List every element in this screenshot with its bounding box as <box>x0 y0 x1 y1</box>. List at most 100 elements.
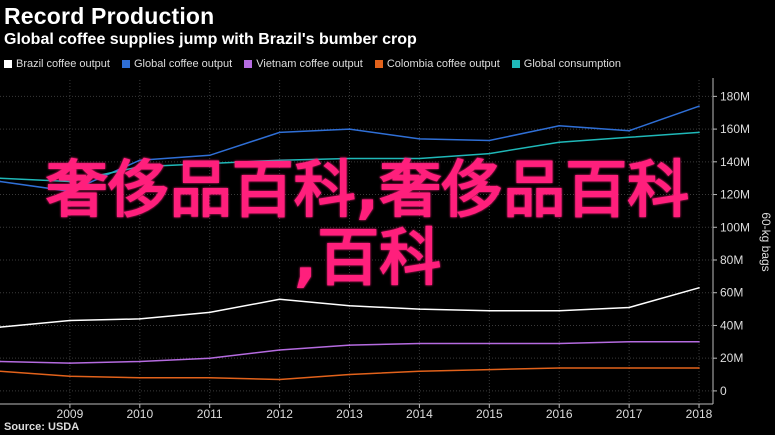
data-point-global-coffee-output <box>558 125 561 127</box>
data-point-global-coffee-output <box>139 159 141 161</box>
data-point-vietnam-coffee-output <box>278 349 281 351</box>
chart-title: Record Production <box>4 3 215 29</box>
data-point-vietnam-coffee-output <box>698 341 700 343</box>
data-point-global-coffee-output <box>418 138 421 140</box>
x-tick-label: 2017 <box>616 407 643 421</box>
data-point-colombia-coffee-output <box>628 367 630 369</box>
chart-subtitle: Global coffee supplies jump with Brazil'… <box>4 31 417 48</box>
x-tick-label: 2016 <box>546 407 573 421</box>
data-point-brazil-coffee-output <box>488 309 491 312</box>
data-point-brazil-coffee-output <box>348 305 351 307</box>
data-point-vietnam-coffee-output <box>348 344 351 346</box>
data-point-brazil-coffee-output <box>208 311 211 314</box>
y-tick-label: 160M <box>720 122 750 136</box>
legend-label-consumption: Global consumption <box>523 58 622 70</box>
legend-swatch-colombia <box>374 60 383 68</box>
data-point-global-coffee-output <box>488 139 491 142</box>
data-point-global-consumption <box>488 152 491 155</box>
x-tick-label: 2012 <box>266 407 293 421</box>
x-tick-label: 2014 <box>406 407 433 421</box>
legend-item-brazil: Brazil coffee output <box>4 58 110 70</box>
data-point-colombia-coffee-output <box>69 375 71 377</box>
legend-swatch-consumption <box>511 60 520 68</box>
data-point-global-consumption <box>698 131 700 134</box>
legend-label-vietnam: Vietnam coffee output <box>256 58 363 70</box>
x-tick-label: 2009 <box>57 407 84 421</box>
data-point-global-consumption <box>208 162 211 165</box>
source-note: Source: USDA <box>4 421 80 433</box>
legend-swatch-global-output <box>121 60 130 68</box>
data-point-global-coffee-output <box>698 105 700 107</box>
data-point-global-consumption <box>278 159 281 161</box>
data-point-global-coffee-output <box>278 131 281 134</box>
data-point-global-consumption <box>558 141 561 143</box>
y-tick-label: 60M <box>720 286 743 300</box>
y-tick-label: 120M <box>720 188 750 202</box>
legend-item-global-output: Global coffee output <box>121 58 233 70</box>
legend: Brazil coffee output Global coffee outpu… <box>4 58 621 70</box>
legend-item-colombia: Colombia coffee output <box>374 58 500 70</box>
series-lines <box>0 105 700 381</box>
legend-swatch-brazil <box>4 60 12 68</box>
legend-label-global-output: Global coffee output <box>133 58 233 70</box>
data-point-global-coffee-output <box>348 128 351 130</box>
y-axis-label: 60-kg bags <box>759 212 773 271</box>
data-point-global-consumption <box>69 180 71 183</box>
tick-labels: 0 20M 40M 60M 80M 100M 120M 140M 160M 180M 2009 201… <box>57 89 773 421</box>
y-tick-label: 20M <box>720 351 743 365</box>
data-point-global-coffee-output <box>0 180 1 183</box>
data-point-vietnam-coffee-output <box>208 357 211 359</box>
data-point-vietnam-coffee-output <box>558 342 561 345</box>
data-point-brazil-coffee-output <box>0 326 1 328</box>
legend-swatch-vietnam <box>244 60 253 68</box>
data-point-brazil-coffee-output <box>698 287 700 289</box>
data-point-vietnam-coffee-output <box>628 341 630 343</box>
data-point-vietnam-coffee-output <box>69 362 71 364</box>
data-point-global-consumption <box>139 165 141 168</box>
data-point-colombia-coffee-output <box>139 377 141 379</box>
data-point-global-coffee-output <box>69 190 71 193</box>
axes <box>0 78 717 408</box>
data-point-brazil-coffee-output <box>278 298 281 301</box>
legend-label-brazil: Brazil coffee output <box>16 58 110 70</box>
legend-item-vietnam: Vietnam coffee output <box>244 58 363 70</box>
data-point-colombia-coffee-output <box>698 367 700 369</box>
data-point-colombia-coffee-output <box>488 368 491 371</box>
y-tick-label: 0 <box>720 384 727 398</box>
x-tick-label: 2015 <box>476 407 503 421</box>
y-tick-label: 180M <box>720 89 750 103</box>
data-point-vietnam-coffee-output <box>488 342 491 345</box>
data-point-brazil-coffee-output <box>558 309 561 312</box>
watermark-overlay-line-1: 奢侈品百科,奢侈品百科 <box>45 153 690 226</box>
data-point-colombia-coffee-output <box>208 377 211 379</box>
data-point-brazil-coffee-output <box>418 308 421 310</box>
data-point-vietnam-coffee-output <box>418 342 421 345</box>
data-point-global-consumption <box>348 157 351 160</box>
data-point-global-consumption <box>0 177 1 179</box>
x-tick-label: 2011 <box>197 407 223 421</box>
x-tick-label: 2018 <box>686 407 713 421</box>
data-point-colombia-coffee-output <box>558 367 561 369</box>
y-tick-label: 100M <box>720 220 750 234</box>
data-point-global-coffee-output <box>208 154 211 157</box>
y-tick-label: 40M <box>720 318 743 332</box>
data-point-brazil-coffee-output <box>69 319 71 322</box>
data-point-colombia-coffee-output <box>0 370 1 373</box>
data-point-global-consumption <box>418 157 421 160</box>
data-point-global-consumption <box>628 136 630 139</box>
data-point-colombia-coffee-output <box>278 378 281 381</box>
x-tick-label: 2013 <box>336 407 363 421</box>
data-point-vietnam-coffee-output <box>139 360 141 363</box>
x-tick-label: 2010 <box>126 407 153 421</box>
data-point-colombia-coffee-output <box>418 370 421 373</box>
data-point-global-coffee-output <box>628 129 630 132</box>
y-tick-label: 80M <box>720 253 743 267</box>
legend-item-consumption: Global consumption <box>511 58 622 70</box>
y-tick-label: 140M <box>720 155 750 169</box>
data-point-brazil-coffee-output <box>139 318 141 320</box>
data-point-vietnam-coffee-output <box>0 360 1 363</box>
watermark-overlay-line-2: ,百科 <box>293 221 442 294</box>
data-point-brazil-coffee-output <box>628 306 630 309</box>
data-point-colombia-coffee-output <box>348 373 351 376</box>
